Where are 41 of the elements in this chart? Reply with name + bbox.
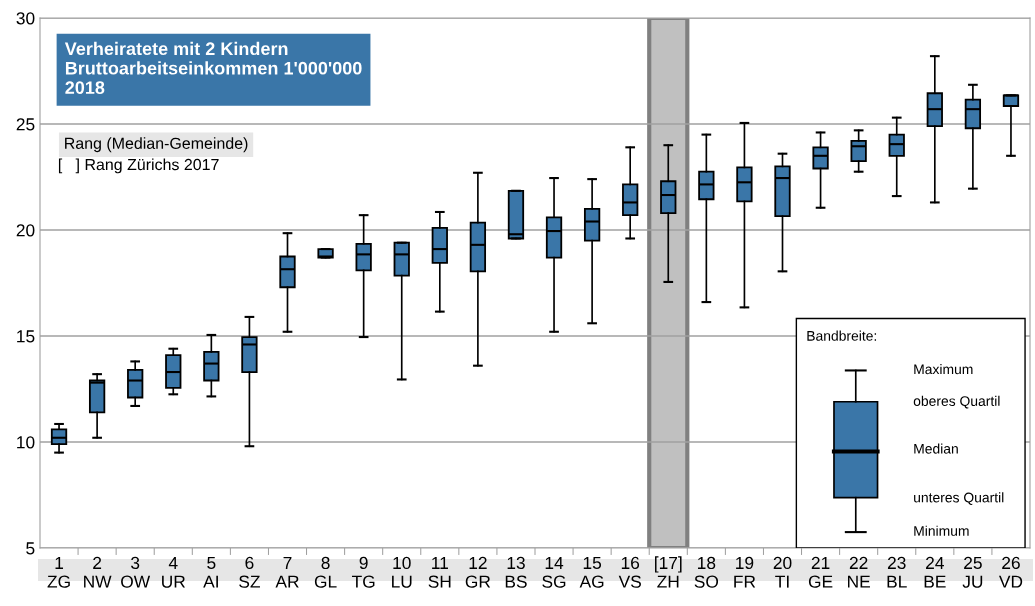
x-tick-label: 19 FR: [734, 556, 756, 588]
x-tick-label: 14 SG: [542, 556, 566, 588]
x-tick-label: 15 AG: [579, 556, 604, 588]
x-tick-label: 7 AR: [275, 556, 299, 588]
x-tick-label: 16 VS: [618, 556, 641, 588]
x-tick-label: 8 GL: [314, 556, 337, 588]
y-tick-label: 30: [16, 12, 35, 25]
annotation: unteres Quartil: [914, 492, 1004, 505]
x-tick-label: 9 TG: [351, 556, 375, 588]
x-tick-label: 5 AI: [203, 556, 218, 588]
y-tick-label: 10: [17, 436, 35, 449]
x-tick-label: 4 UR: [162, 556, 185, 588]
x-tick-label: 6 SZ: [239, 556, 260, 588]
y-tick-label: 20: [16, 224, 35, 237]
x-tick-label: 13 BS: [505, 556, 527, 588]
x-tick-label: 10 LU: [392, 556, 412, 588]
x-tick-label: 11 SH: [428, 556, 451, 588]
x-tick-label: 25 JU: [962, 556, 983, 588]
x-tick-label: 21 GE: [808, 556, 833, 588]
x-tick-label: 2 NW: [84, 556, 112, 588]
x-tick-label: 22 NE: [848, 556, 870, 588]
y-tick-label: 15: [17, 330, 35, 343]
y-tick-label: 5: [26, 542, 35, 555]
annotation: [ ] Rang Zürichs 2017: [58, 158, 219, 174]
text: Verheiratete mit 2 Kindern Bruttoarbeitseinkommen 1'000'000 2018: [64, 41, 362, 95]
annotation: Median: [914, 443, 958, 454]
x-tick-label: 12 GR: [465, 556, 491, 588]
annotation: oberes Quartil: [913, 395, 1000, 409]
annotation: Bandbreite:: [807, 330, 877, 341]
y-tick-label: 25: [16, 118, 35, 131]
x-tick-label: 3 OW: [121, 556, 151, 588]
annotation: Maximum: [914, 363, 973, 375]
x-tick-label: 24 BE: [924, 556, 946, 588]
x-tick-label: 26 VD: [998, 556, 1023, 588]
text: Rang (Median-Gemeinde): [65, 137, 248, 153]
x-tick-label: 1 ZG: [47, 556, 70, 588]
x-tick-label: 20 TI: [773, 556, 792, 588]
x-tick-label: 23 BL: [887, 556, 907, 588]
x-tick-label: 18 SO: [694, 556, 719, 588]
x-tick-label: [17] ZH: [655, 556, 682, 588]
annotation: Minimum: [914, 525, 969, 536]
